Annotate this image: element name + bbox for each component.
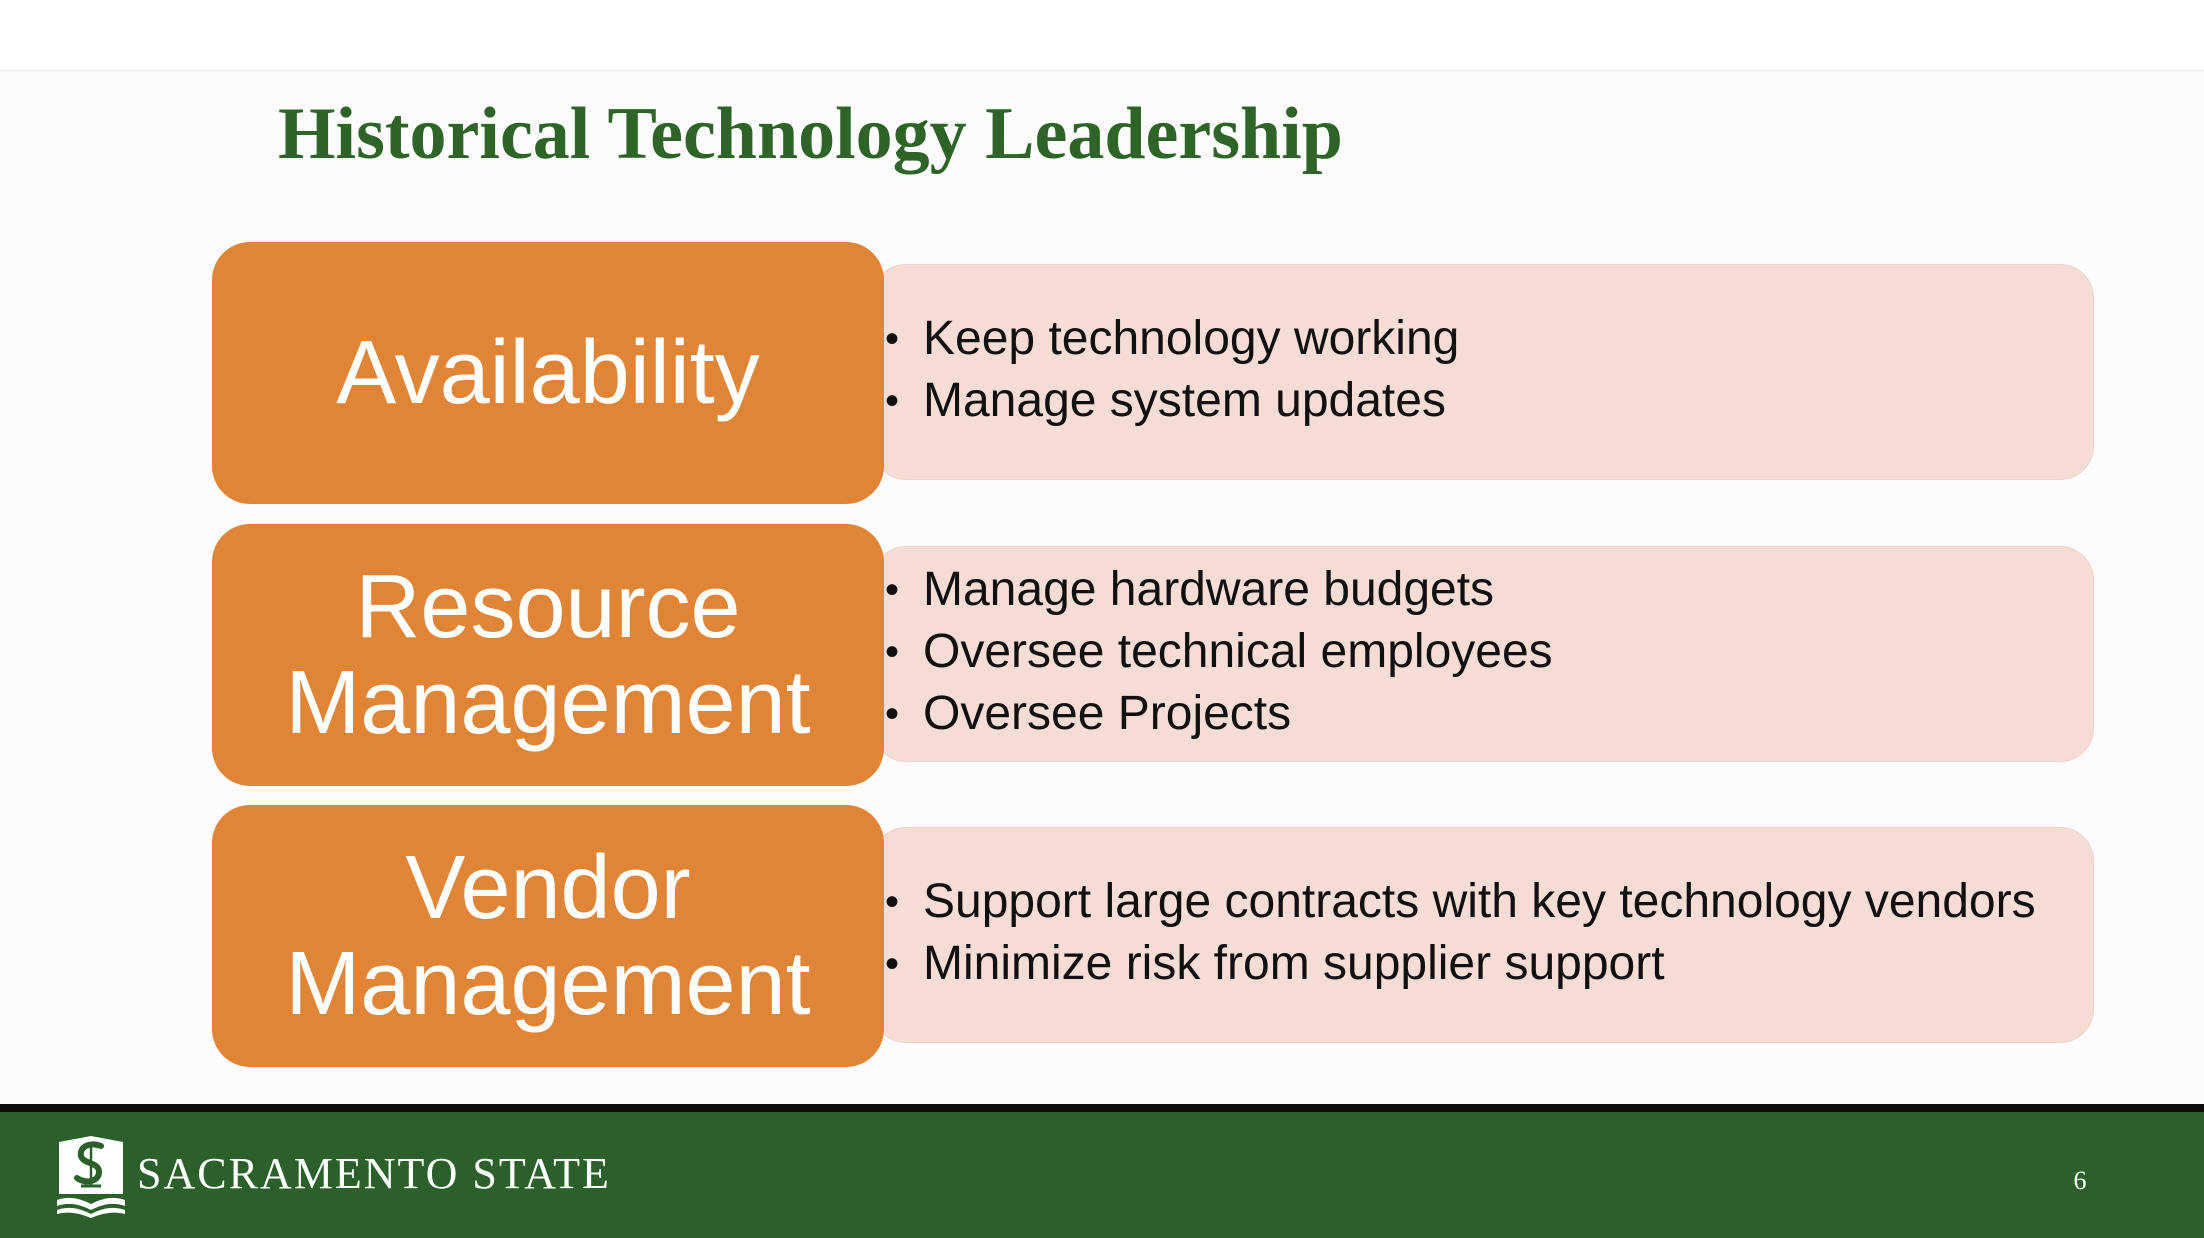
- bullet-icon: •: [885, 378, 900, 423]
- bullet-list: • Manage hardware budgets • Oversee techni…: [873, 559, 1593, 750]
- category-box: Availability: [212, 242, 884, 504]
- bullet-text: Oversee technical employees: [923, 624, 1553, 678]
- category-label: Availability: [336, 323, 760, 423]
- list-item: • Keep technology working: [873, 311, 1460, 365]
- bullet-text: Oversee Projects: [923, 686, 1292, 740]
- bullet-list: • Keep technology working • Manage system …: [873, 308, 1499, 437]
- list-item: • Oversee Projects: [873, 686, 1553, 740]
- list-item: • Manage system updates: [873, 373, 1459, 427]
- bullet-icon: •: [885, 316, 900, 361]
- page-number: 6: [2073, 1166, 2087, 1195]
- list-item: • Support large contracts with key techno…: [873, 874, 2036, 928]
- list-item: • Manage hardware budgets: [873, 562, 1553, 616]
- category-label: Vendor Management: [285, 838, 811, 1034]
- slide-title: Historical Technology Leadership: [278, 93, 1343, 175]
- bullet-icon: •: [885, 941, 900, 986]
- bullet-text: Manage system updates: [923, 373, 1446, 427]
- leadership-row-resource-management: • Manage hardware budgets • Oversee techni…: [212, 524, 2096, 786]
- list-item: • Oversee technical employees: [873, 624, 1553, 678]
- bullet-text: Support large contracts with key technol…: [923, 874, 2036, 928]
- brand-name: SACRAMENTO STATE: [137, 1149, 611, 1198]
- category-box: Resource Management: [212, 524, 884, 786]
- bullet-icon: •: [885, 879, 900, 924]
- bullet-icon: •: [885, 629, 900, 674]
- bullet-icon: •: [885, 567, 900, 612]
- details-box: • Support large contracts with key techno…: [872, 827, 2094, 1043]
- leadership-row-vendor-management: • Support large contracts with key techno…: [212, 805, 2096, 1067]
- footer-divider: [0, 1104, 2204, 1112]
- list-item: • Minimize risk from supplier support: [873, 936, 2036, 990]
- bullet-text: Minimize risk from supplier support: [923, 936, 1665, 990]
- top-strip: [0, 0, 2204, 71]
- category-label: Resource Management: [285, 557, 811, 753]
- sacramento-state-logo-icon: [55, 1132, 127, 1218]
- bullet-icon: •: [885, 691, 900, 736]
- category-box: Vendor Management: [212, 805, 884, 1067]
- bullet-text: Manage hardware budgets: [923, 562, 1495, 616]
- bullet-list: • Support large contracts with key techno…: [873, 871, 2076, 1000]
- footer-bar: SACRAMENTO STATE 6: [0, 1112, 2204, 1238]
- bullet-text: Keep technology working: [923, 311, 1460, 365]
- details-box: • Keep technology working • Manage system …: [872, 264, 2094, 480]
- leadership-row-availability: • Keep technology working • Manage system …: [212, 242, 2096, 504]
- details-box: • Manage hardware budgets • Oversee techni…: [872, 546, 2094, 762]
